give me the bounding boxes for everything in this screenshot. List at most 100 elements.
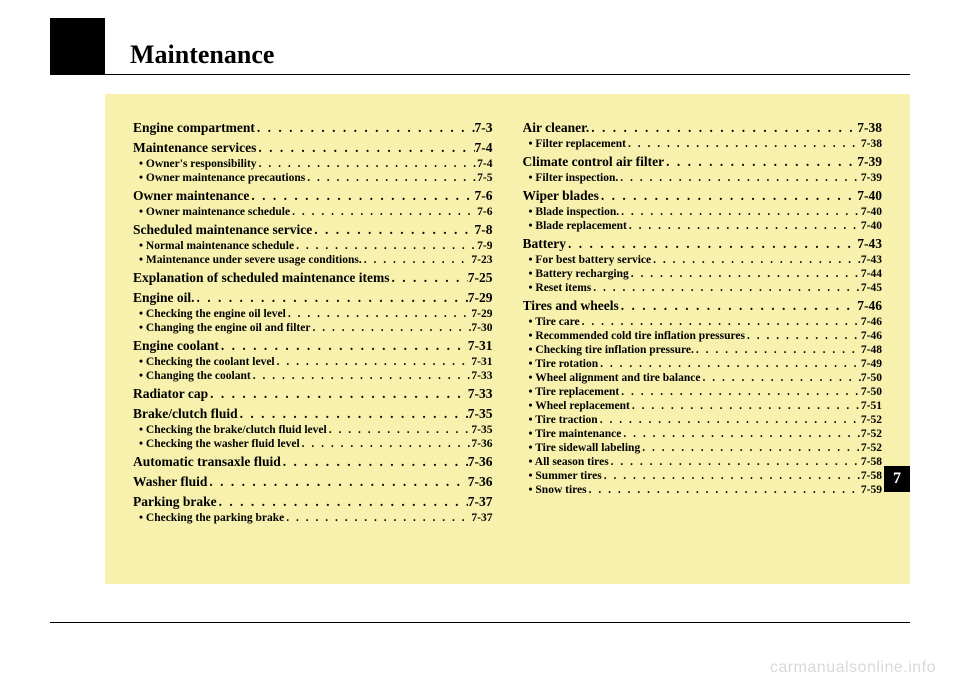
toc-entry: • Checking the parking brake 7-37	[133, 512, 493, 524]
toc-page: 7-23	[471, 254, 492, 266]
toc-entry: Maintenance services7-4	[133, 140, 493, 156]
toc-page: 7-31	[468, 338, 493, 354]
toc-entry: • Snow tires7-59	[523, 484, 883, 496]
toc-page: 7-51	[861, 400, 882, 412]
toc-leader-dots	[664, 154, 857, 170]
toc-label: • Owner's responsibility	[139, 158, 257, 170]
toc-entry: • Checking the coolant level7-31	[133, 356, 493, 368]
toc-entry: • Blade replacement7-40	[523, 220, 883, 232]
toc-page: 7-38	[857, 120, 882, 136]
toc-leader-dots	[580, 316, 861, 328]
toc-page: 7-30	[471, 322, 492, 334]
toc-leader-dots	[275, 356, 472, 368]
toc-entry: • Wheel alignment and tire balance7-50	[523, 372, 883, 384]
toc-label: • Checking the parking brake	[139, 512, 284, 524]
toc-page: 7-43	[857, 236, 882, 252]
toc-label: Air cleaner.	[523, 120, 590, 136]
toc-page: 7-46	[861, 316, 882, 328]
toc-leader-dots	[619, 206, 861, 218]
toc-leader-dots	[255, 120, 475, 136]
toc-leader-dots	[294, 240, 477, 252]
toc-leader-dots	[217, 494, 468, 510]
toc-page: 7-44	[861, 268, 882, 280]
toc-entry: • Owner maintenance schedule7-6	[133, 206, 493, 218]
toc-leader-dots	[305, 172, 477, 184]
toc-leader-dots	[598, 414, 861, 426]
toc-entry: Engine compartment7-3	[133, 120, 493, 136]
toc-page: 7-29	[468, 290, 493, 306]
toc-label: • Blade inspection.	[529, 206, 620, 218]
toc-page: 7-40	[861, 206, 882, 218]
toc-leader-dots	[249, 188, 474, 204]
toc-entry: Scheduled maintenance service7-8	[133, 222, 493, 238]
toc-label: Radiator cap	[133, 386, 208, 402]
toc-label: • Tire maintenance	[529, 428, 622, 440]
toc-leader-dots	[621, 428, 861, 440]
toc-label: • Tire traction	[529, 414, 598, 426]
toc-entry: • Blade inspection. 7-40	[523, 206, 883, 218]
toc-leader-dots	[207, 474, 467, 490]
toc-leader-dots	[598, 358, 861, 370]
toc-label: Brake/clutch fluid	[133, 406, 238, 422]
toc-page: 7-52	[861, 442, 882, 454]
page-container: Maintenance Engine compartment7-3 Mainten…	[50, 18, 910, 618]
toc-entry: • All season tires7-58	[523, 456, 883, 468]
toc-entry: • Checking the engine oil level7-29	[133, 308, 493, 320]
toc-entry: • Changing the coolant7-33	[133, 370, 493, 382]
toc-entry: • Owner's responsibility7-4	[133, 158, 493, 170]
toc-entry: • Normal maintenance schedule7-9	[133, 240, 493, 252]
toc-leader-dots	[219, 338, 468, 354]
toc-leader-dots	[700, 372, 860, 384]
toc-label: • Tire rotation	[529, 358, 599, 370]
toc-label: Wiper blades	[523, 188, 599, 204]
toc-label: • Normal maintenance schedule	[139, 240, 294, 252]
toc-page: 7-38	[861, 138, 882, 150]
toc-entry: Automatic transaxle fluid7-36	[133, 454, 493, 470]
toc-page: 7-49	[861, 358, 882, 370]
toc-page: 7-59	[861, 484, 882, 496]
toc-page: 7-37	[471, 512, 492, 524]
toc-label: Washer fluid	[133, 474, 207, 490]
toc-entry: Wiper blades7-40	[523, 188, 883, 204]
toc-page: 7-25	[468, 270, 493, 286]
toc-entry: • Reset items 7-45	[523, 282, 883, 294]
toc-page: 7-52	[861, 428, 882, 440]
toc-page: 7-50	[861, 386, 882, 398]
toc-entry: • Owner maintenance precautions7-5	[133, 172, 493, 184]
toc-label: Explanation of scheduled maintenance ite…	[133, 270, 390, 286]
toc-label: • Changing the coolant	[139, 370, 251, 382]
toc-page: 7-37	[468, 494, 493, 510]
toc-entry: • Checking the brake/clutch fluid level7…	[133, 424, 493, 436]
toc-entry: • Tire sidewall labeling7-52	[523, 442, 883, 454]
toc-leader-dots	[566, 236, 857, 252]
toc-leader-dots	[627, 220, 861, 232]
toc-entry: Tires and wheels7-46	[523, 298, 883, 314]
corner-black-bar	[50, 18, 105, 74]
toc-label: Parking brake	[133, 494, 217, 510]
toc-label: • Tire care	[529, 316, 580, 328]
toc-label: Engine coolant	[133, 338, 219, 354]
toc-label: • Reset items	[529, 282, 592, 294]
toc-page: 7-45	[861, 282, 882, 294]
toc-label: Scheduled maintenance service	[133, 222, 312, 238]
toc-leader-dots	[208, 386, 468, 402]
toc-entry: Brake/clutch fluid7-35	[133, 406, 493, 422]
toc-entry: • Wheel replacement7-51	[523, 400, 883, 412]
toc-entry: • Filter inspection.7-39	[523, 172, 883, 184]
toc-leader-dots	[587, 484, 861, 496]
toc-label: Climate control air filter	[523, 154, 665, 170]
toc-entry: Owner maintenance7-6	[133, 188, 493, 204]
page-title: Maintenance	[130, 40, 274, 70]
toc-entry: Parking brake 7-37	[133, 494, 493, 510]
toc-page: 7-46	[861, 330, 882, 342]
toc-label: • Owner maintenance schedule	[139, 206, 290, 218]
toc-label: • Filter inspection.	[529, 172, 619, 184]
toc-page: 7-3	[475, 120, 493, 136]
toc-label: • Changing the engine oil and filter	[139, 322, 310, 334]
toc-leader-dots	[640, 442, 861, 454]
toc-entry: • Checking the washer fluid level7-36	[133, 438, 493, 450]
toc-leader-dots	[238, 406, 468, 422]
toc-leader-dots	[256, 140, 474, 156]
toc-page: 7-35	[471, 424, 492, 436]
toc-label: • For best battery service	[529, 254, 652, 266]
